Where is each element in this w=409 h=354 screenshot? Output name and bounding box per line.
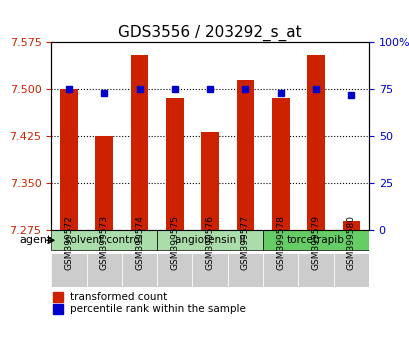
Text: GSM399576: GSM399576 <box>205 215 214 270</box>
Text: percentile rank within the sample: percentile rank within the sample <box>70 304 245 314</box>
Text: GSM399573: GSM399573 <box>99 215 108 270</box>
FancyBboxPatch shape <box>86 253 121 287</box>
Bar <box>201 132 218 230</box>
FancyBboxPatch shape <box>227 253 263 287</box>
Text: torcetrapib: torcetrapib <box>286 235 344 245</box>
FancyBboxPatch shape <box>263 230 368 250</box>
FancyBboxPatch shape <box>157 253 192 287</box>
Title: GDS3556 / 203292_s_at: GDS3556 / 203292_s_at <box>118 25 301 41</box>
FancyBboxPatch shape <box>192 253 227 287</box>
Text: GSM399575: GSM399575 <box>170 215 179 270</box>
FancyBboxPatch shape <box>298 253 333 287</box>
FancyBboxPatch shape <box>51 253 86 287</box>
Bar <box>130 55 148 230</box>
Bar <box>95 137 113 230</box>
Bar <box>342 221 359 230</box>
Text: GSM399577: GSM399577 <box>240 215 249 270</box>
Text: angiotensin II: angiotensin II <box>175 235 245 245</box>
Text: GSM399580: GSM399580 <box>346 215 355 270</box>
Bar <box>60 90 78 230</box>
FancyBboxPatch shape <box>263 253 298 287</box>
Text: GSM399574: GSM399574 <box>135 215 144 270</box>
FancyBboxPatch shape <box>121 253 157 287</box>
Bar <box>236 80 254 230</box>
Bar <box>306 55 324 230</box>
FancyBboxPatch shape <box>333 253 368 287</box>
Text: GSM399578: GSM399578 <box>276 215 285 270</box>
Bar <box>271 98 289 230</box>
FancyBboxPatch shape <box>51 230 157 250</box>
Text: agent: agent <box>19 235 51 245</box>
Text: GSM399579: GSM399579 <box>311 215 320 270</box>
Text: transformed count: transformed count <box>70 292 167 302</box>
Text: solvent control: solvent control <box>65 235 143 245</box>
Bar <box>166 98 183 230</box>
FancyBboxPatch shape <box>157 230 263 250</box>
Text: GSM399572: GSM399572 <box>64 215 73 270</box>
